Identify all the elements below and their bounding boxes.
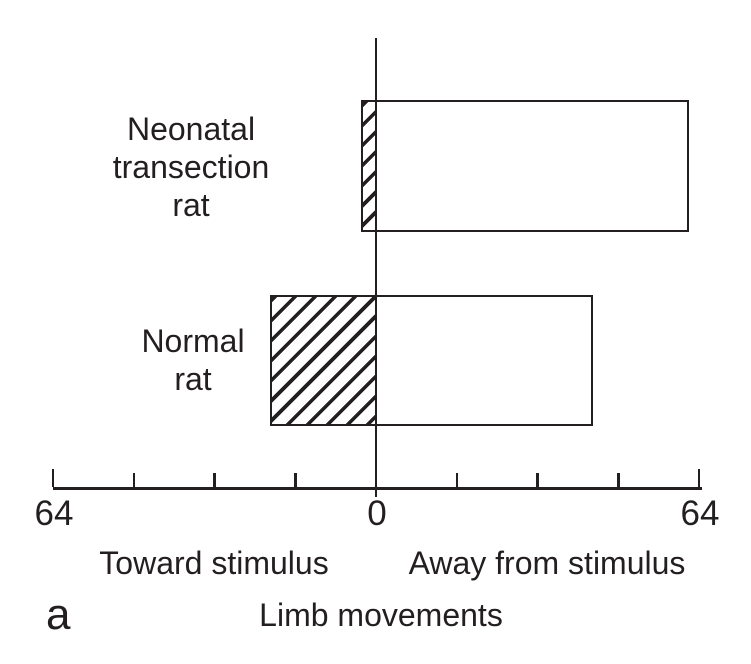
zero-axis-line xyxy=(374,37,378,497)
bar-normal-rat xyxy=(270,295,594,426)
axis-tick xyxy=(213,473,216,487)
bar-neonatal-toward-stimulus-hatched-segment xyxy=(363,102,376,230)
panel-letter-a: a xyxy=(46,590,71,639)
axis-tick xyxy=(455,473,459,487)
direction-label-toward-stimulus: Toward stimulus xyxy=(99,545,329,581)
axis-tick xyxy=(536,473,539,487)
axis-tick xyxy=(51,469,55,487)
axis-tick xyxy=(697,469,701,487)
tick-label-right-64: 64 xyxy=(680,494,720,533)
x-axis-title: Limb movements xyxy=(259,597,503,633)
axis-tick xyxy=(294,473,297,487)
axis-tick xyxy=(617,473,620,487)
category-label-normal-rat: Normal rat xyxy=(141,323,245,397)
bar-neonatal-transection-rat xyxy=(361,100,690,232)
tick-label-zero: 0 xyxy=(367,494,387,533)
category-label-neonatal-transection-rat: Neonatal transection rat xyxy=(112,111,270,223)
axis-tick xyxy=(132,473,136,487)
direction-label-away-from-stimulus: Away from stimulus xyxy=(408,545,686,581)
tick-label-left-64: 64 xyxy=(34,494,74,533)
bar-normal-toward-stimulus-hatched-segment xyxy=(272,297,376,424)
